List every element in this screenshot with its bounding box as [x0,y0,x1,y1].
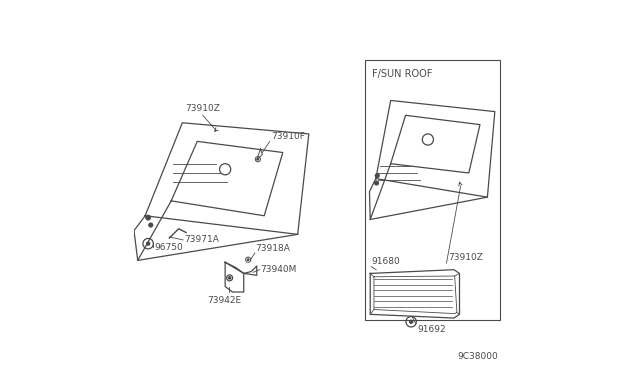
Circle shape [228,277,230,279]
Circle shape [146,215,150,220]
Text: 9C38000: 9C38000 [458,352,499,361]
Text: 91692: 91692 [417,326,446,334]
Text: 91680: 91680 [371,257,400,266]
Text: 73942E: 73942E [207,296,241,305]
Text: 73918A: 73918A [255,244,290,253]
Circle shape [376,174,379,177]
Text: 73910Z: 73910Z [449,253,483,262]
Circle shape [374,181,378,185]
Text: 73910F: 73910F [271,132,305,141]
Text: 73971A: 73971A [184,235,219,244]
Bar [365,60,500,320]
Circle shape [410,320,413,323]
Text: F/SUN ROOF: F/SUN ROOF [372,69,433,79]
Circle shape [248,259,249,260]
Text: 73910Z: 73910Z [186,105,220,113]
Circle shape [147,242,150,245]
Circle shape [257,158,259,160]
Text: 96750: 96750 [154,243,183,252]
Circle shape [149,223,152,227]
Text: 73940M: 73940M [260,265,297,274]
